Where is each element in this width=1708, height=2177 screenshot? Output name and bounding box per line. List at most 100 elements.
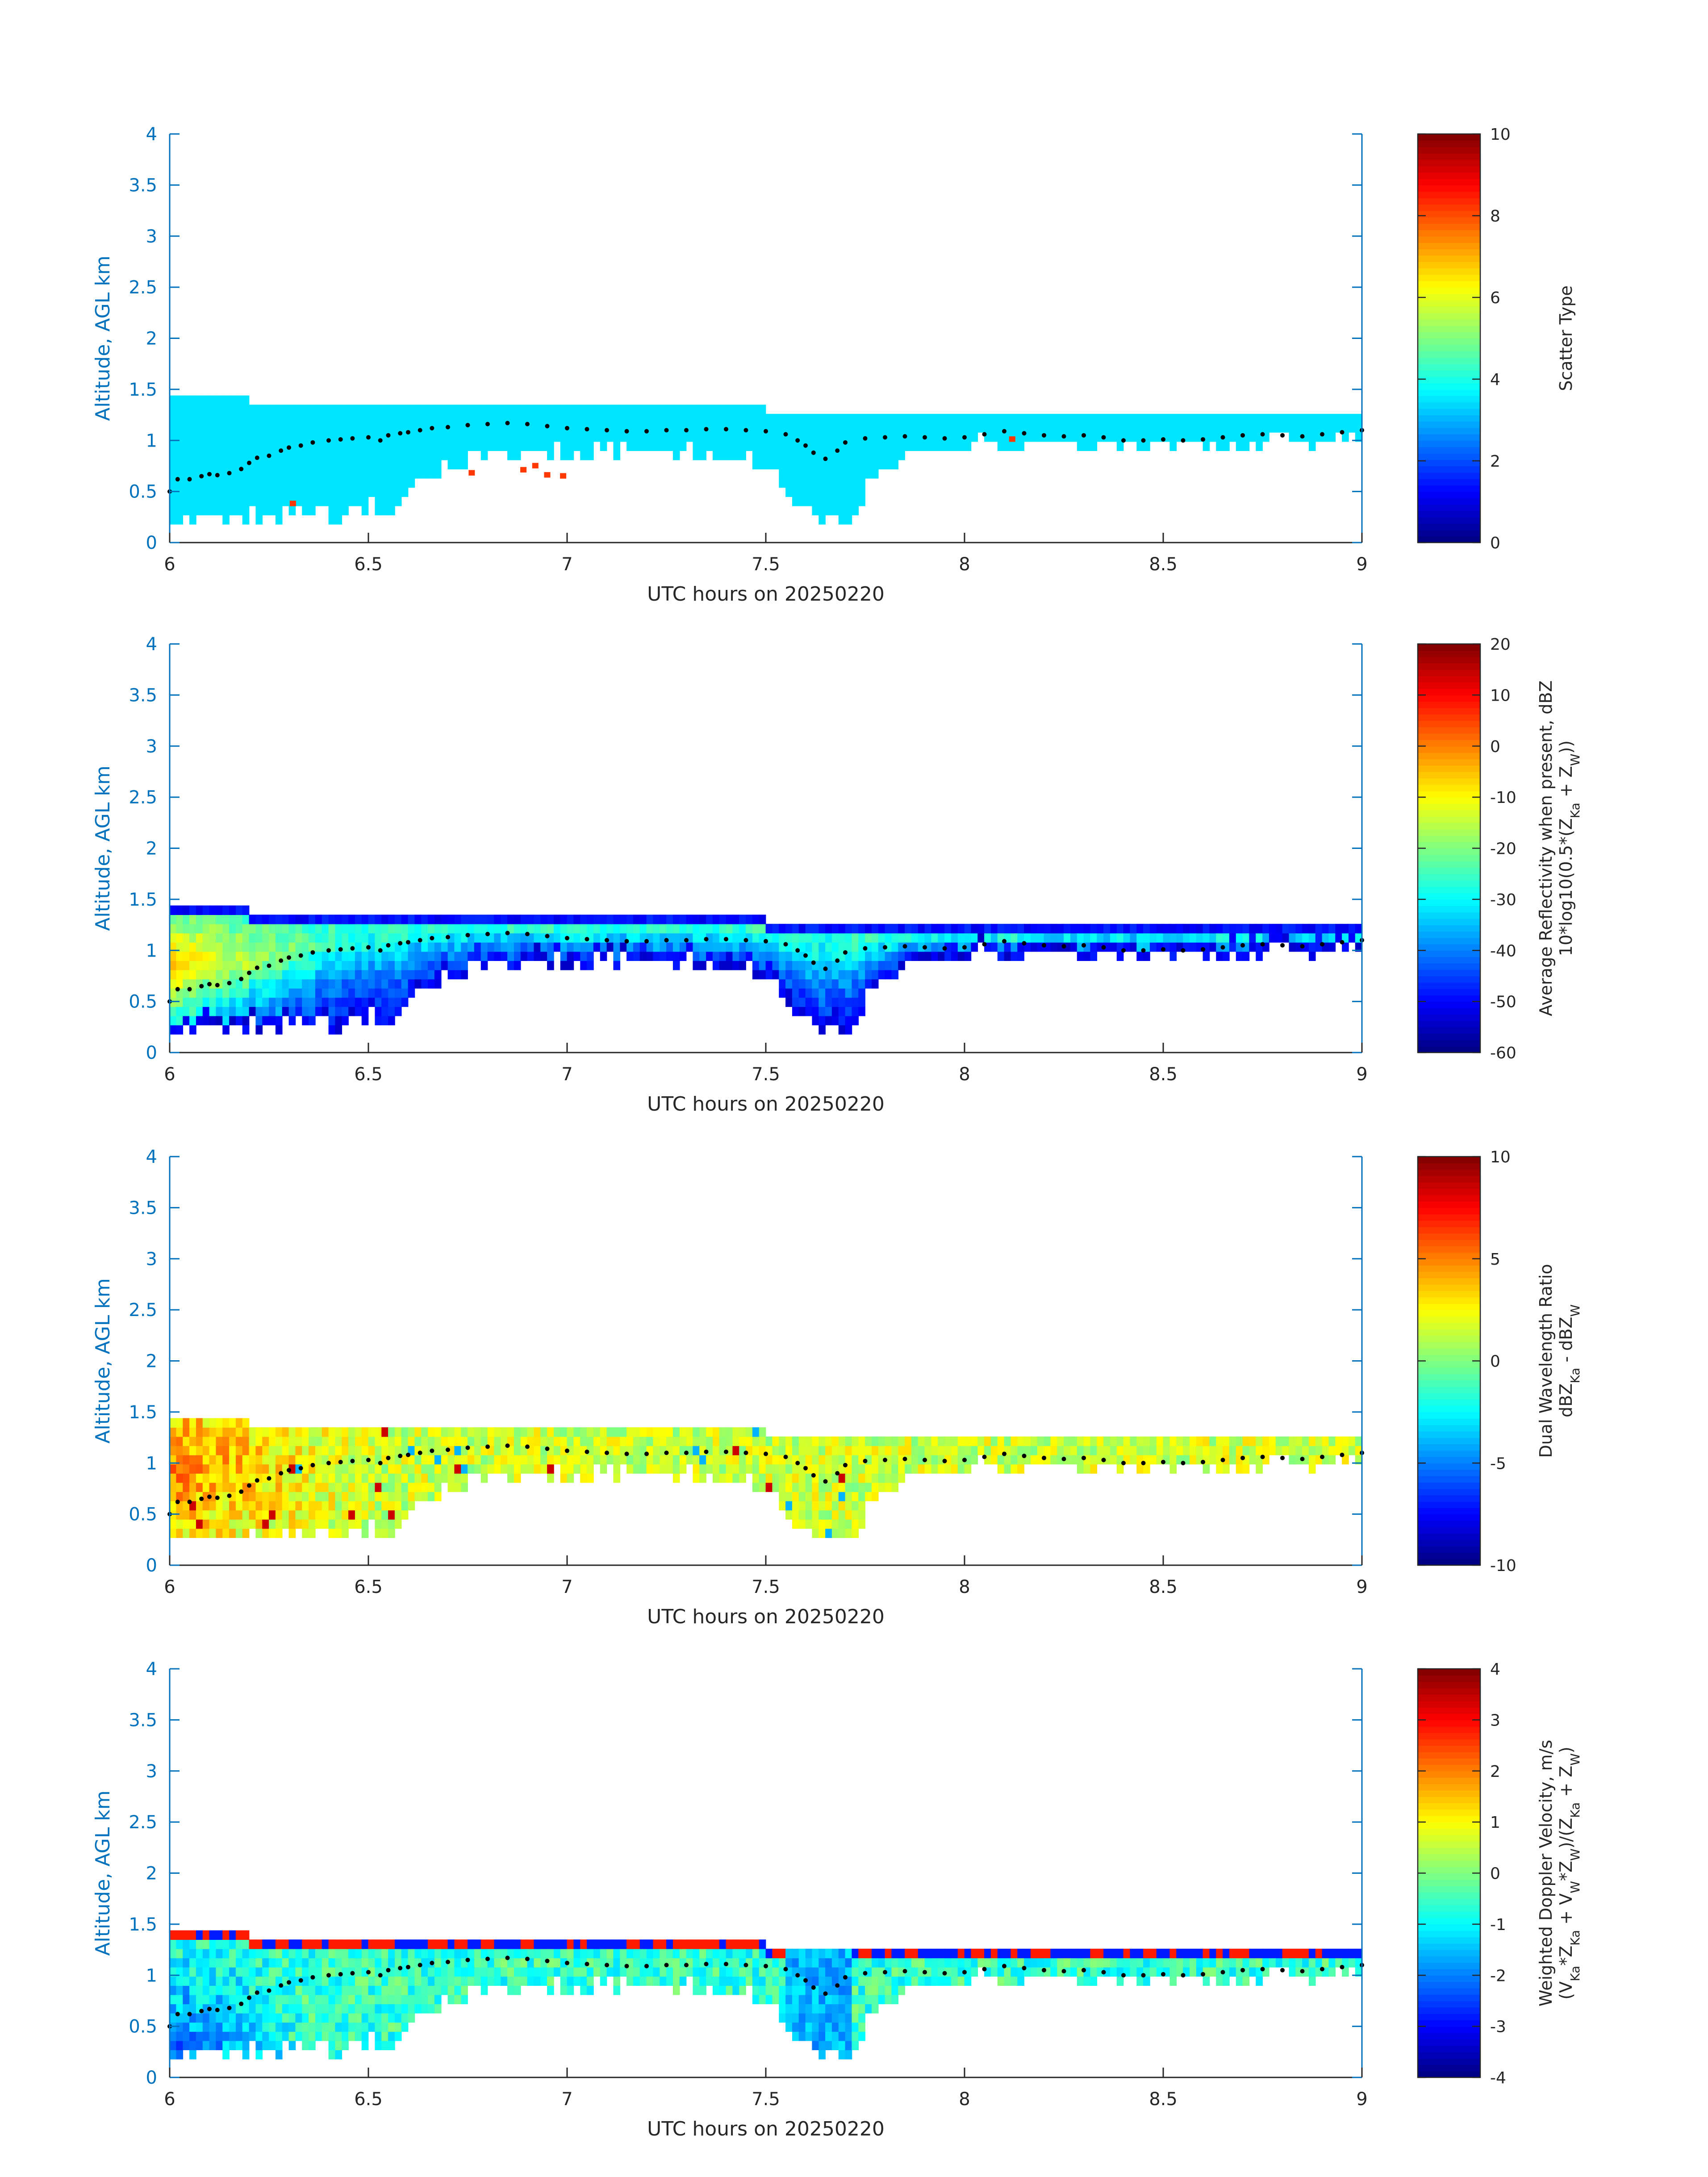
colorbar-swatch <box>1418 944 1480 951</box>
heatmap-cell <box>242 923 250 934</box>
heatmap-cell <box>196 1948 203 1959</box>
heatmap-cell <box>593 1454 601 1465</box>
heatmap-cell <box>348 915 355 924</box>
heatmap-cell <box>812 497 819 506</box>
heatmap-cell <box>249 988 256 998</box>
heatmap-cell <box>474 405 481 414</box>
cloud-base-dot <box>843 950 848 955</box>
heatmap-cell <box>1216 1446 1223 1455</box>
heatmap-cell <box>375 441 382 451</box>
heatmap-cell <box>169 1418 177 1428</box>
heatmap-cell <box>368 1948 376 1959</box>
heatmap-cell <box>852 1500 859 1511</box>
colorbar-label: Scatter Type <box>1556 285 1576 391</box>
heatmap-cell <box>693 1958 700 1968</box>
heatmap-cell <box>666 441 673 451</box>
heatmap-cell <box>1017 1436 1024 1446</box>
heatmap-cell <box>540 1967 547 1977</box>
y-tick-label: 0 <box>146 1043 157 1063</box>
cloud-base-dot <box>366 435 371 440</box>
cloud-base-dot <box>267 1476 271 1481</box>
heatmap-cell <box>765 942 773 952</box>
heatmap-cell <box>169 1985 177 1995</box>
heatmap-cell <box>381 1500 388 1511</box>
heatmap-cell <box>1308 951 1316 961</box>
heatmap-cell <box>1090 942 1098 952</box>
heatmap-cell <box>765 1482 773 1492</box>
heatmap-cell <box>242 2013 250 2023</box>
heatmap-cell <box>447 1939 455 1949</box>
heatmap-cell <box>242 1454 250 1465</box>
heatmap-cell <box>315 432 322 442</box>
heatmap-cell <box>620 923 627 934</box>
heatmap-cell <box>275 515 283 525</box>
heatmap-cell <box>176 414 184 424</box>
heatmap-cell <box>639 405 647 414</box>
heatmap-cell <box>235 1510 243 1520</box>
heatmap-cell <box>547 1939 554 1949</box>
heatmap-cell <box>990 414 998 424</box>
heatmap-cell <box>328 460 336 470</box>
heatmap-cell <box>335 933 342 943</box>
heatmap-cell <box>169 1427 177 1437</box>
heatmap-cell <box>514 451 521 460</box>
heatmap-cell <box>209 497 217 506</box>
heatmap-cell <box>381 451 388 460</box>
heatmap-cell <box>1223 951 1230 961</box>
x-tick-label: 7.5 <box>752 554 780 575</box>
heatmap-cell <box>593 414 601 424</box>
heatmap-cell <box>1302 423 1309 433</box>
heatmap-cell <box>216 1967 223 1977</box>
colorbar-swatch <box>1418 893 1480 900</box>
heatmap-cell <box>726 961 733 970</box>
heatmap-cell <box>381 423 388 433</box>
colorbar-tick-label: 10 <box>1490 1148 1511 1166</box>
heatmap-cell <box>169 2040 177 2051</box>
heatmap-cell <box>1057 1454 1064 1465</box>
heatmap-cell <box>726 923 733 934</box>
heatmap-cell <box>540 1464 547 1474</box>
heatmap-cell <box>805 969 813 980</box>
heatmap-cell <box>361 1473 369 1483</box>
heatmap-cell <box>514 915 521 924</box>
heatmap-cell <box>924 414 932 424</box>
heatmap-cell <box>235 1985 243 1995</box>
heatmap-cell <box>302 1015 309 1026</box>
heatmap-cell <box>520 1948 528 1959</box>
heatmap-cell <box>819 933 826 943</box>
heatmap-cell <box>202 1418 210 1428</box>
heatmap-cell <box>401 2013 409 2023</box>
colorbar-tick-label: 0 <box>1490 534 1500 552</box>
heatmap-cell <box>249 1473 256 1483</box>
heatmap-cell <box>878 414 885 424</box>
heatmap-cell <box>507 1473 514 1483</box>
heatmap-cell <box>1083 441 1091 451</box>
heatmap-cell <box>474 1976 481 1986</box>
heatmap-cell <box>222 2013 230 2023</box>
heatmap-cell <box>408 1436 415 1446</box>
heatmap-cell <box>209 487 217 497</box>
heatmap-cell <box>282 942 289 952</box>
heatmap-cell <box>388 405 395 414</box>
heatmap-cell <box>421 923 428 934</box>
heatmap-cell <box>1209 423 1217 433</box>
heatmap-cell <box>322 487 329 497</box>
heatmap-cell <box>1223 423 1230 433</box>
heatmap-cell <box>858 988 865 998</box>
cloud-base-dot <box>664 1450 669 1455</box>
heatmap-cell <box>573 441 581 451</box>
cloud-base-dot <box>664 938 669 943</box>
heatmap-cell <box>282 1519 289 1529</box>
heatmap-cell <box>408 1427 415 1437</box>
heatmap-cell <box>262 988 269 998</box>
heatmap-cell <box>315 1492 322 1501</box>
heatmap-cell <box>1355 414 1362 424</box>
heatmap-cell <box>335 997 342 1007</box>
heatmap-cell <box>798 951 806 961</box>
heatmap-cell <box>540 1976 547 1986</box>
heatmap-cell <box>819 1500 826 1511</box>
cloud-base-dot <box>378 948 383 953</box>
colorbar-swatch <box>1418 790 1480 798</box>
heatmap-cell <box>752 1446 760 1455</box>
